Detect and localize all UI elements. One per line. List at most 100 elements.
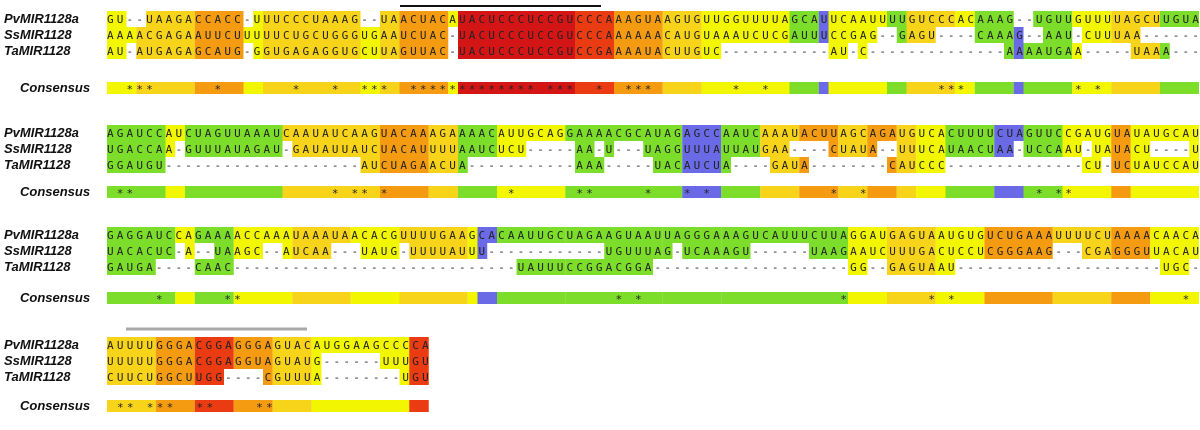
residue-shading — [409, 353, 429, 369]
residue-shading — [263, 43, 361, 59]
residue-shading — [955, 11, 975, 27]
residue-shading — [1130, 125, 1199, 141]
residue-shading — [799, 157, 809, 173]
consensus-bar — [935, 292, 985, 304]
residue-shading — [1160, 43, 1170, 59]
residue-shading — [1023, 125, 1063, 141]
consensus-bar — [867, 186, 897, 198]
residue-shading — [848, 243, 887, 259]
residue-shading — [1111, 157, 1131, 173]
sequence-name: SsMIR1128 — [4, 353, 72, 368]
consensus-bar — [1062, 186, 1112, 198]
residue-shading — [974, 11, 1014, 27]
residue-shading — [565, 125, 595, 141]
residue-shading — [896, 27, 907, 43]
consensus-bar — [360, 400, 410, 412]
consensus-bar — [575, 82, 614, 94]
residue-shading — [701, 27, 790, 43]
residue-shading — [107, 243, 176, 259]
consensus-bar — [311, 400, 361, 412]
residue-shading — [194, 259, 234, 275]
consensus-bar — [760, 186, 800, 198]
residue-shading — [409, 337, 429, 353]
residue-shading — [1150, 243, 1199, 259]
consensus-bar — [380, 186, 429, 198]
consensus-bar — [136, 82, 195, 94]
residue-shading — [848, 11, 887, 27]
residue-shading — [516, 259, 566, 275]
residue-shading — [1013, 43, 1024, 59]
residue-shading — [399, 369, 410, 385]
residue-shading — [399, 227, 468, 243]
consensus-bar — [916, 186, 946, 198]
residue-shading — [233, 227, 293, 243]
residue-shading — [1160, 11, 1199, 27]
consensus-bar — [955, 82, 975, 94]
consensus-bar — [194, 292, 234, 304]
residue-shading — [155, 353, 195, 369]
residue-shading — [194, 43, 244, 59]
consensus-bar — [565, 186, 595, 198]
residue-shading — [701, 43, 722, 59]
sequence-name: TaMIR1128 — [4, 157, 71, 172]
residue-shading — [974, 27, 1014, 43]
sequence-name: SsMIR1128 — [4, 141, 72, 156]
residue-shading — [428, 125, 458, 141]
consensus-bar — [838, 186, 868, 198]
consensus-bar — [1072, 82, 1112, 94]
residue-shading — [828, 27, 848, 43]
residue-shading — [107, 353, 156, 369]
residue-shading — [770, 227, 809, 243]
residue-shading — [984, 243, 1053, 259]
residue-shading — [887, 259, 936, 275]
residue-shading — [253, 43, 263, 59]
residue-shading — [682, 141, 692, 157]
residue-shading — [614, 43, 663, 59]
residue-shading — [906, 11, 956, 27]
consensus-bar — [1130, 186, 1199, 198]
consensus-bar — [789, 82, 819, 94]
consensus-bar — [380, 82, 400, 94]
residue-shading — [643, 141, 683, 157]
consensus-stars: * ** * * * * * * — [107, 293, 1189, 306]
consensus-bar — [974, 82, 1014, 94]
residue-shading — [380, 157, 429, 173]
sequence-name: SsMIR1128 — [4, 243, 72, 258]
residue-shading — [575, 157, 595, 173]
residue-shading — [1150, 227, 1199, 243]
residue-shading — [107, 141, 166, 157]
residue-shading — [194, 369, 224, 385]
residue-shading — [887, 227, 936, 243]
residue-shading — [292, 141, 380, 157]
residue-shading — [994, 125, 1024, 141]
residue-shading — [692, 141, 722, 157]
residue-shading — [497, 125, 536, 141]
residue-shading — [721, 125, 761, 141]
consensus-bar — [1052, 292, 1112, 304]
alignment-block-3: PvMIR1128aSsMIR1128TaMIR1128GAGGAUCCAGAA… — [4, 227, 1200, 306]
residue-shading — [253, 11, 263, 27]
residue-shading — [428, 141, 458, 157]
residue-shading — [818, 27, 829, 43]
residue-shading — [272, 337, 312, 353]
sequence-name: PvMIR1128a — [4, 11, 79, 26]
residue-shading — [935, 243, 985, 259]
consensus-bar — [175, 292, 195, 304]
residue-shading — [136, 43, 195, 59]
residue-shading — [214, 243, 234, 259]
residue-shading — [662, 227, 722, 243]
consensus-bar — [633, 186, 683, 198]
consensus-bar — [536, 186, 566, 198]
consensus-bar — [497, 186, 536, 198]
residue-shading — [1062, 141, 1082, 157]
residue-shading — [867, 125, 897, 141]
residue-shading — [107, 337, 156, 353]
residue-shading — [721, 243, 751, 259]
residue-shading — [1111, 227, 1151, 243]
consensus-bar — [565, 292, 663, 304]
residue-shading — [380, 27, 400, 43]
residue-shading — [692, 125, 722, 141]
residue-shading — [458, 27, 575, 43]
alignment-block-2: PvMIR1128aSsMIR1128TaMIR1128AGAUCCAUCUAG… — [4, 125, 1200, 200]
sequence-name: TaMIR1128 — [4, 259, 71, 274]
